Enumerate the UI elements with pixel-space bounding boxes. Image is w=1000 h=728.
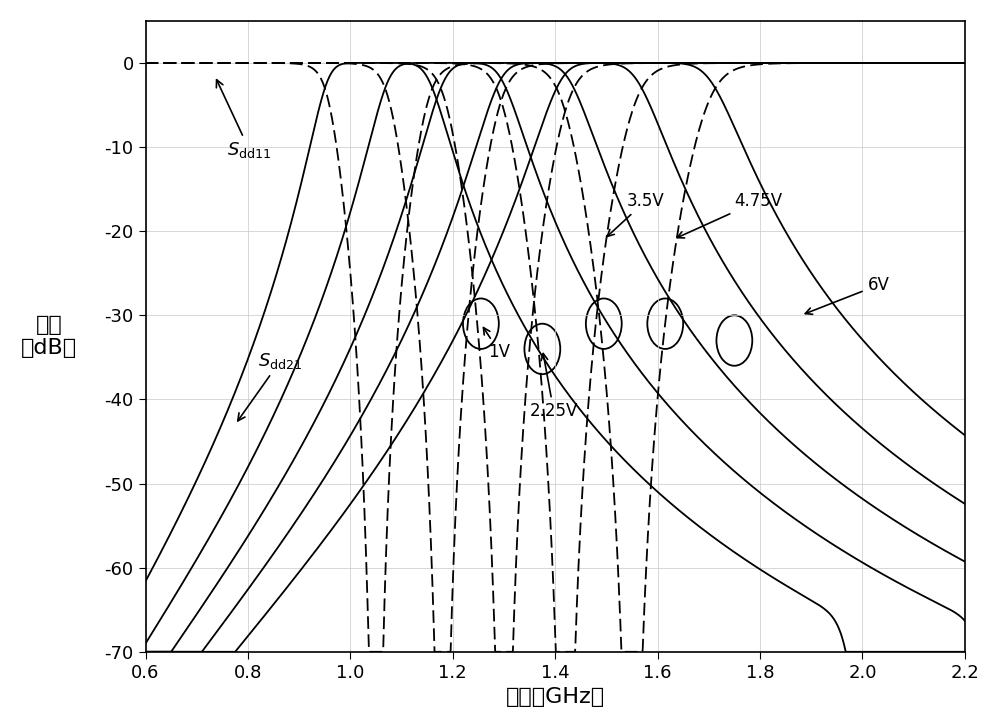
Text: 4.75V: 4.75V: [677, 192, 782, 238]
Text: 1V: 1V: [483, 328, 511, 361]
Text: 3.5V: 3.5V: [607, 192, 665, 237]
Text: 6V: 6V: [805, 276, 889, 314]
Text: $S_\mathrm{dd21}$: $S_\mathrm{dd21}$: [238, 351, 302, 421]
Text: 2.25V: 2.25V: [530, 354, 578, 420]
Text: $S_\mathrm{dd11}$: $S_\mathrm{dd11}$: [216, 80, 272, 160]
X-axis label: 频率（GHz）: 频率（GHz）: [506, 687, 605, 707]
Y-axis label: 幅度
（dB）: 幅度 （dB）: [21, 314, 77, 358]
